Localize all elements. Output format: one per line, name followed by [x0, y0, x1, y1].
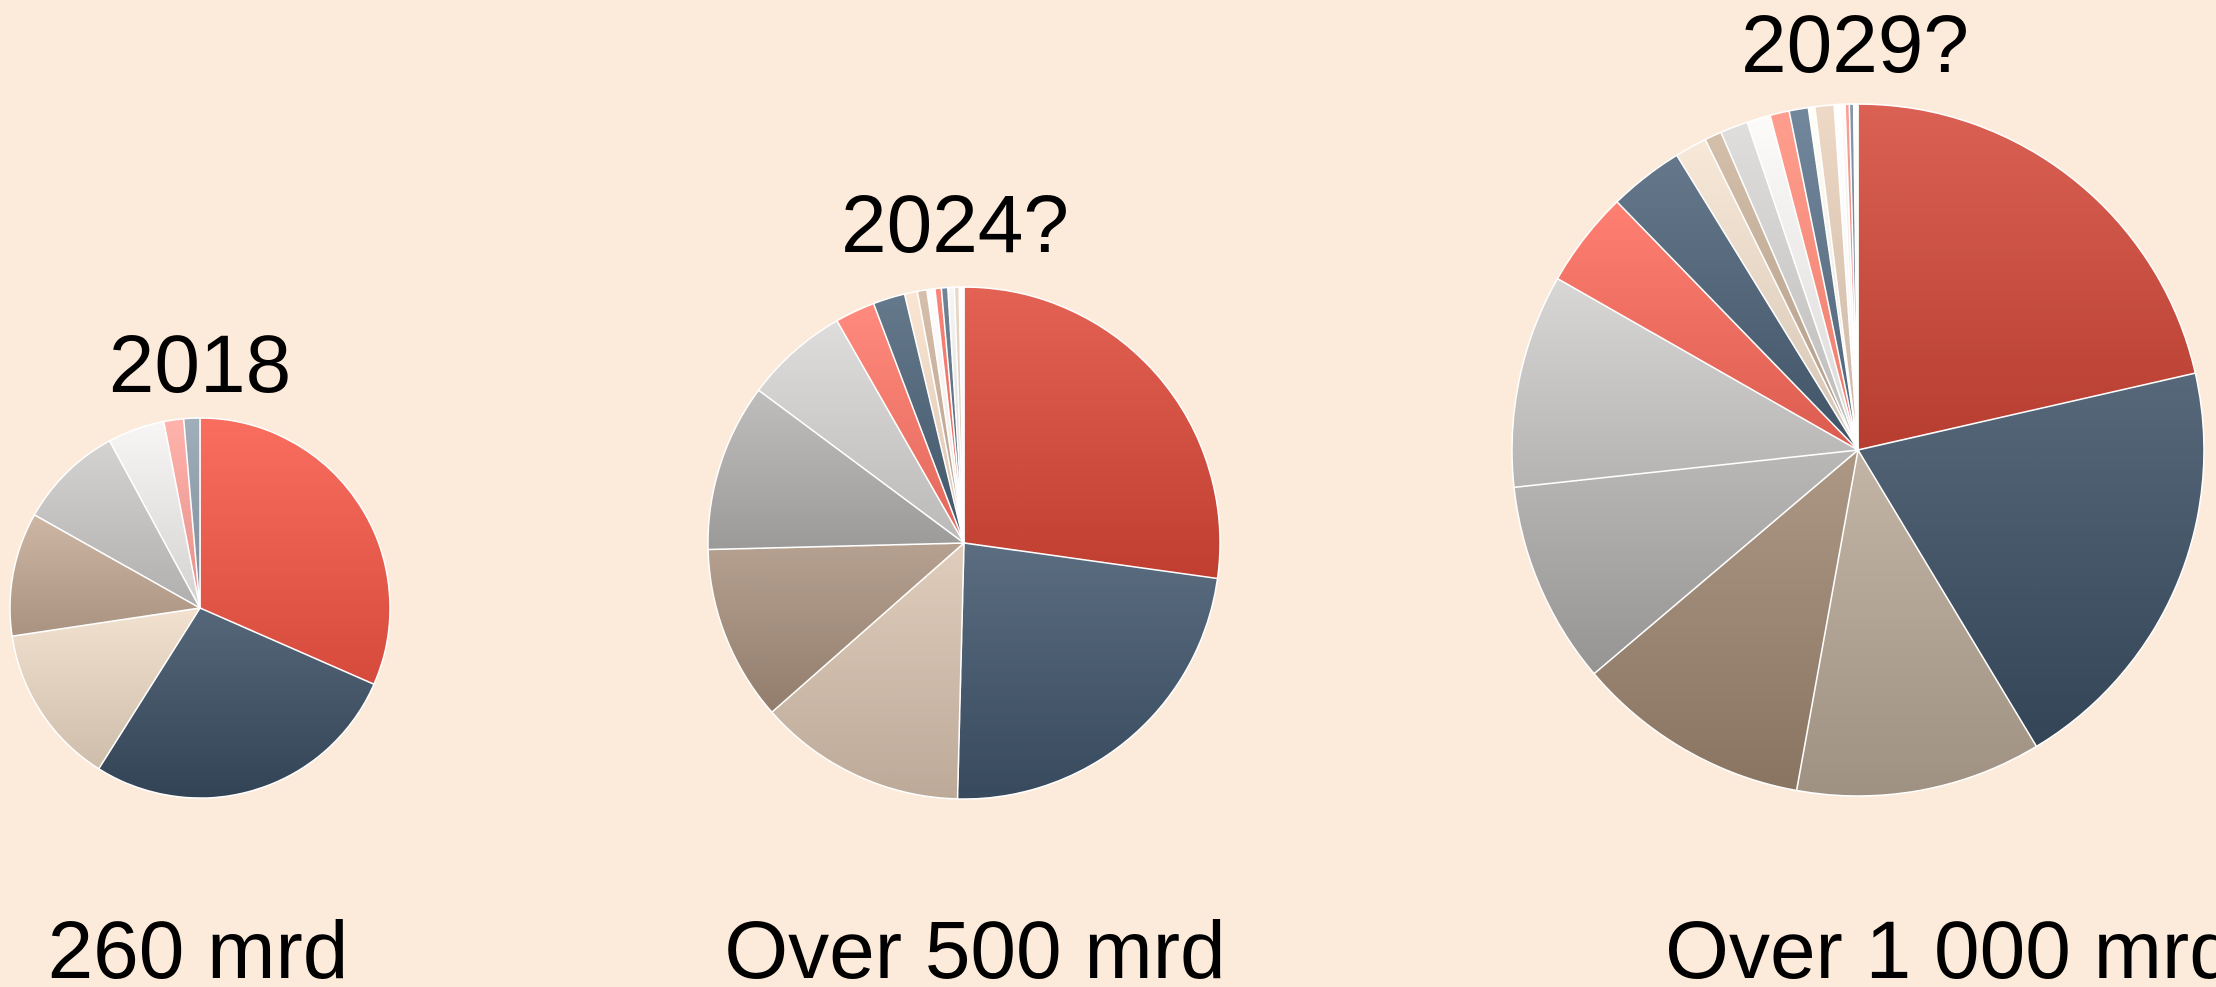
pie-2-slice-1	[1856, 372, 2205, 748]
caption-2018: 260 mrd	[48, 905, 349, 987]
caption-2024: Over 500 mrd	[724, 905, 1225, 987]
pie-2018-group: 2018 260 mrd	[9, 319, 391, 987]
pie-1-slice-4	[707, 389, 967, 551]
pie-1-slice-15	[958, 286, 965, 544]
pie-2-slice-20	[1852, 103, 1859, 451]
pie-0-slice-1	[97, 607, 375, 799]
pie-0-slice-2	[11, 607, 202, 770]
pie-0-slice-7	[182, 417, 201, 609]
pie-2-slice-5	[1511, 277, 1861, 489]
pie-1-slice-1	[956, 542, 1219, 800]
pie-title-2018: 2018	[109, 319, 291, 410]
pie-title-2024: 2024?	[841, 179, 1069, 270]
pie-2024-group: 2024? Over 500 mrd	[707, 179, 1226, 987]
pie-0-slice-4	[33, 439, 202, 610]
caption-2029: Over 1 000 mrd	[1665, 905, 2216, 987]
pie-0-slice-0	[199, 417, 391, 686]
pie-2029-group: 2029? Over 1 000 mrd	[1511, 0, 2216, 987]
pie-1-slice-2	[770, 541, 965, 800]
pie-2-slice-2	[1795, 447, 2038, 797]
pie-2-slice-3	[1593, 448, 1860, 792]
pie-1-slice-3	[707, 542, 967, 714]
pie-2-slice-0	[1857, 103, 2197, 451]
pie-0-slice-3	[9, 513, 203, 638]
pie-title-2029: 2029?	[1741, 0, 1969, 90]
pie-2-slice-4	[1513, 448, 1861, 675]
pie-2029	[1511, 103, 2205, 797]
pie-2018	[9, 417, 391, 799]
pie-1-slice-0	[963, 286, 1221, 580]
pie-2024	[707, 286, 1221, 800]
